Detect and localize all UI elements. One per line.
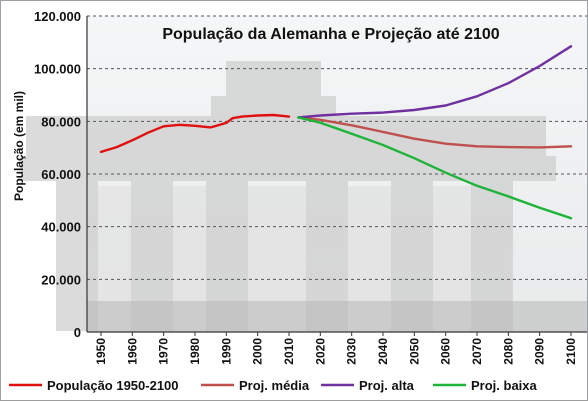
legend-label: População 1950-2100 (47, 378, 179, 393)
y-tick-label: 0 (74, 325, 81, 340)
y-tick-label: 100.000 (34, 62, 81, 77)
x-tick-label: 2070 (470, 338, 484, 365)
x-tick-label: 2080 (501, 338, 515, 365)
series-line-3 (297, 116, 573, 220)
x-tick-label: 2000 (251, 338, 265, 365)
series-line-2 (297, 45, 573, 119)
series-line-1 (297, 116, 573, 149)
x-tick-label: 1960 (125, 338, 139, 365)
x-tick-label: 2040 (376, 338, 390, 365)
series-line-0 (99, 113, 291, 154)
series-lines (99, 45, 573, 220)
y-tick-label: 120.000 (34, 9, 81, 24)
x-tick-label: 1950 (94, 338, 108, 365)
y-axis-label: População (em mil) (12, 91, 26, 201)
x-tick-label: 2050 (407, 338, 421, 365)
x-tick-label: 1970 (157, 338, 171, 365)
gridlines (87, 15, 587, 280)
legend-label: Proj. alta (359, 378, 415, 393)
x-tick-label: 2010 (282, 338, 296, 365)
x-tick-label: 2060 (439, 338, 453, 365)
x-tick-label: 2030 (345, 338, 359, 365)
axes: 0 20.000 40.000 60.000 80.000 100.000 120.000 1… (34, 9, 587, 365)
y-tick-label: 60.000 (41, 167, 81, 182)
legend-label: Proj. baixa (471, 378, 538, 393)
y-tick-label: 80.000 (41, 114, 81, 129)
chart-title: População da Alemanha e Projeção até 210… (162, 26, 499, 43)
x-tick-label: 2100 (564, 338, 578, 365)
x-tick-label: 1980 (188, 338, 202, 365)
x-tick-label: 1990 (219, 338, 233, 365)
x-tick-label: 2090 (533, 338, 547, 365)
x-tick-label: 2020 (313, 338, 327, 365)
legend-label: Proj. média (239, 378, 310, 393)
y-tick-label: 20.000 (41, 272, 81, 287)
legend: População 1950-2100 Proj. média Proj. alta… (9, 378, 538, 393)
y-tick-label: 40.000 (41, 220, 81, 235)
